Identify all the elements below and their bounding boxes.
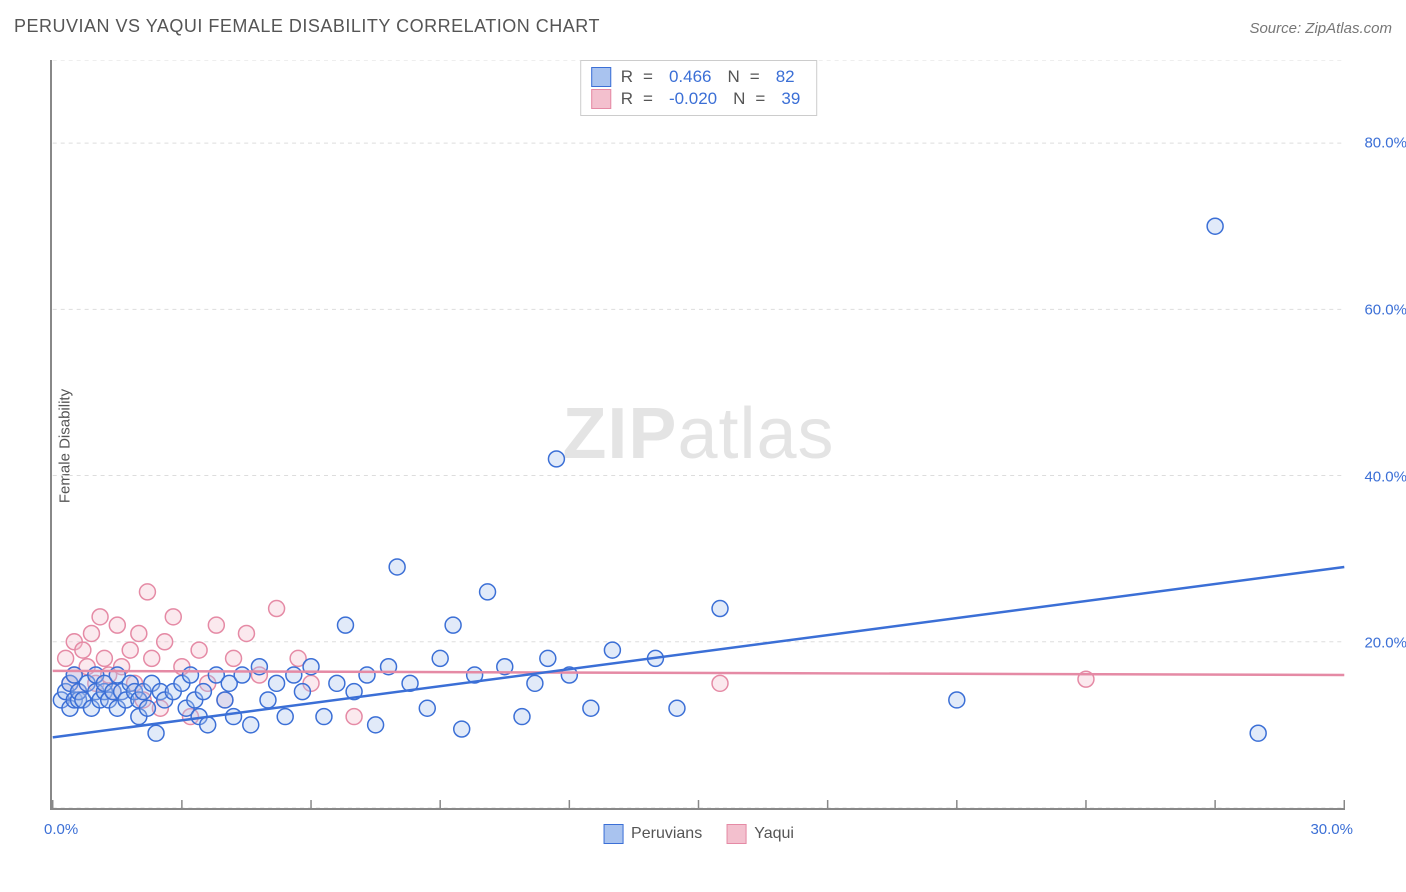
legend-series: Peruvians Yaqui	[597, 822, 800, 846]
legend-r-label: R	[621, 89, 633, 109]
x-origin-label: 0.0%	[44, 821, 78, 838]
legend-r-yaqui: -0.020	[663, 89, 723, 109]
legend-label-peruvians: Peruvians	[631, 825, 702, 843]
plot-area: ZIPatlas 20.0%40.0%60.0%80.0% 0.0% 30.0%…	[50, 60, 1345, 810]
equals-icon: =	[643, 67, 653, 87]
y-tick-label: 20.0%	[1364, 635, 1406, 652]
legend-label-yaqui: Yaqui	[754, 825, 794, 843]
x-max-label: 30.0%	[1310, 821, 1353, 838]
plot-svg	[52, 60, 1345, 808]
legend-row-peruvians: R = 0.466 N = 82	[591, 67, 807, 87]
legend-r-peruvians: 0.466	[663, 67, 718, 87]
legend-n-label: N	[733, 89, 745, 109]
y-tick-label: 80.0%	[1364, 135, 1406, 152]
chart-source: Source: ZipAtlas.com	[1249, 20, 1392, 37]
legend-item-yaqui: Yaqui	[726, 824, 794, 844]
swatch-peruvians	[603, 824, 623, 844]
y-tick-label: 60.0%	[1364, 302, 1406, 319]
equals-icon: =	[643, 89, 653, 109]
legend-item-peruvians: Peruvians	[603, 824, 702, 844]
chart-header: PERUVIAN VS YAQUI FEMALE DISABILITY CORR…	[14, 16, 1392, 37]
chart-root: PERUVIAN VS YAQUI FEMALE DISABILITY CORR…	[0, 0, 1406, 892]
chart-title: PERUVIAN VS YAQUI FEMALE DISABILITY CORR…	[14, 16, 600, 37]
legend-n-peruvians: 82	[770, 67, 801, 87]
legend-r-label: R	[621, 67, 633, 87]
swatch-yaqui	[726, 824, 746, 844]
y-tick-label: 40.0%	[1364, 468, 1406, 485]
legend-n-yaqui: 39	[775, 89, 806, 109]
swatch-yaqui	[591, 89, 611, 109]
legend-row-yaqui: R = -0.020 N = 39	[591, 89, 807, 109]
legend-n-label: N	[727, 67, 739, 87]
legend-correlation: R = 0.466 N = 82 R = -0.020 N = 39	[580, 60, 818, 116]
equals-icon: =	[755, 89, 765, 109]
equals-icon: =	[750, 67, 760, 87]
swatch-peruvians	[591, 67, 611, 87]
